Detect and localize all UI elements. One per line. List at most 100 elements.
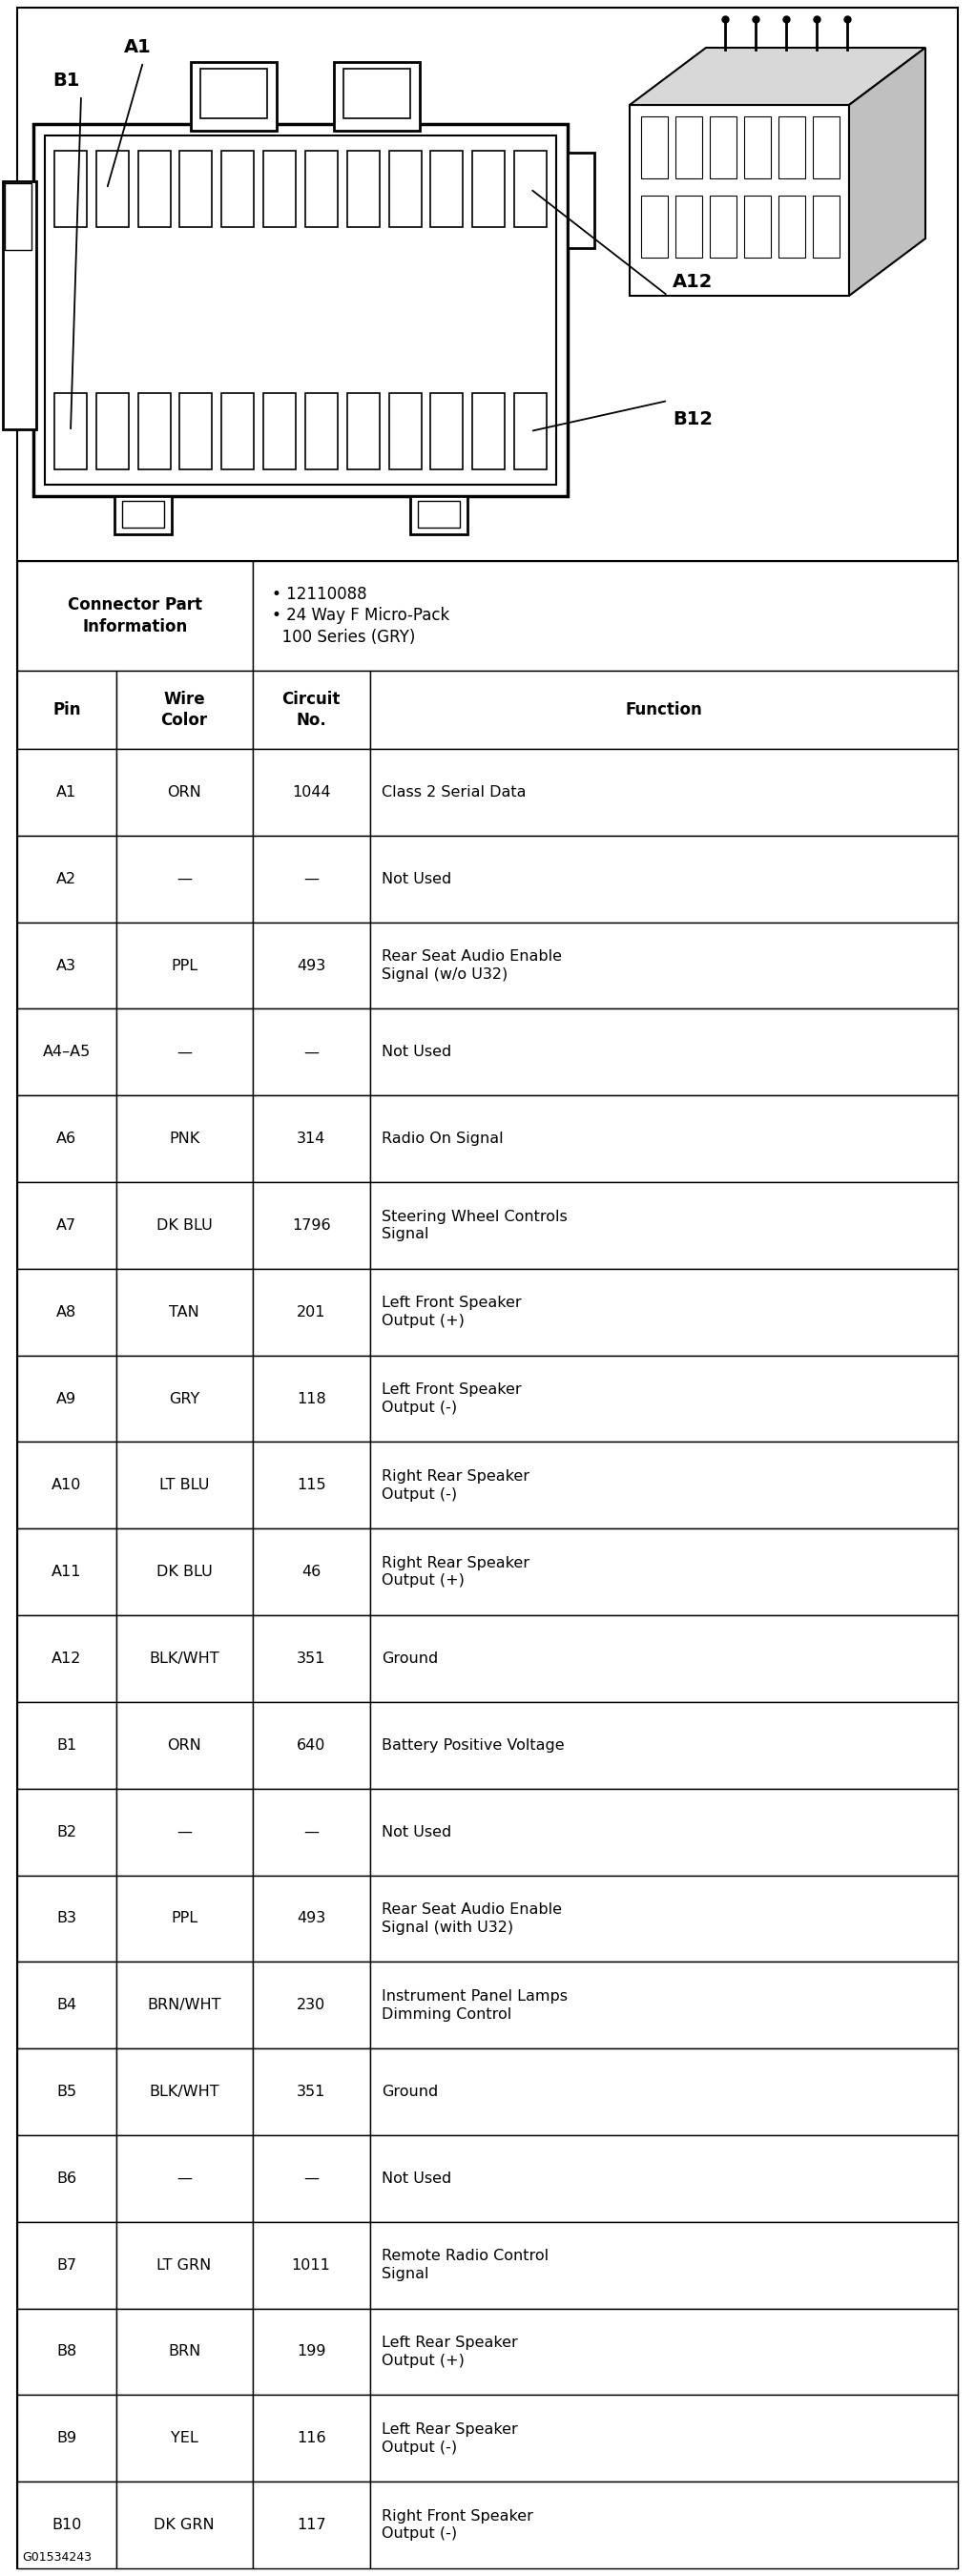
Bar bbox=[253, 1182, 370, 1270]
Text: • 12110088
• 24 Way F Micro-Pack
  100 Series (GRY): • 12110088 • 24 Way F Micro-Pack 100 Ser… bbox=[271, 587, 449, 647]
Bar bbox=[253, 1788, 370, 1875]
Bar bbox=[3, 180, 36, 430]
Bar bbox=[122, 500, 164, 528]
Bar bbox=[370, 670, 957, 750]
Bar bbox=[18, 670, 116, 750]
Bar bbox=[253, 1528, 370, 1615]
Bar bbox=[191, 62, 277, 131]
Bar bbox=[179, 394, 213, 469]
Bar bbox=[676, 196, 702, 258]
Text: A8: A8 bbox=[57, 1306, 77, 1319]
Bar bbox=[18, 1875, 116, 1963]
Bar bbox=[333, 62, 420, 131]
Text: A7: A7 bbox=[57, 1218, 77, 1234]
Bar bbox=[253, 1095, 370, 1182]
Bar bbox=[18, 2048, 116, 2136]
Text: Class 2 Serial Data: Class 2 Serial Data bbox=[381, 786, 526, 799]
Bar bbox=[179, 152, 213, 227]
Bar bbox=[221, 394, 254, 469]
Bar bbox=[778, 116, 805, 178]
Text: B7: B7 bbox=[57, 2259, 77, 2272]
Bar bbox=[642, 196, 668, 258]
Text: B12: B12 bbox=[673, 410, 713, 428]
Bar bbox=[253, 2048, 370, 2136]
Text: Steering Wheel Controls
Signal: Steering Wheel Controls Signal bbox=[381, 1211, 567, 1242]
Bar bbox=[710, 196, 736, 258]
Text: Right Rear Speaker
Output (-): Right Rear Speaker Output (-) bbox=[381, 1468, 529, 1502]
Bar bbox=[97, 394, 129, 469]
Text: A11: A11 bbox=[52, 1564, 82, 1579]
Bar bbox=[116, 1443, 253, 1528]
Bar bbox=[18, 1010, 116, 1095]
Text: Left Front Speaker
Output (-): Left Front Speaker Output (-) bbox=[381, 1383, 522, 1414]
Bar bbox=[116, 1528, 253, 1615]
Bar bbox=[18, 2308, 116, 2396]
Polygon shape bbox=[849, 49, 925, 296]
Text: A1: A1 bbox=[124, 39, 151, 57]
Bar bbox=[253, 2223, 370, 2308]
Bar bbox=[253, 1875, 370, 1963]
Text: 46: 46 bbox=[301, 1564, 321, 1579]
Text: PPL: PPL bbox=[171, 1911, 198, 1927]
Bar bbox=[18, 835, 116, 922]
Text: B6: B6 bbox=[57, 2172, 77, 2184]
Bar bbox=[813, 196, 839, 258]
Text: ORN: ORN bbox=[167, 1739, 201, 1752]
Text: Left Rear Speaker
Output (-): Left Rear Speaker Output (-) bbox=[381, 2421, 518, 2455]
Bar bbox=[116, 1270, 253, 1355]
Text: BRN/WHT: BRN/WHT bbox=[147, 1999, 221, 2012]
Bar bbox=[389, 152, 421, 227]
Text: BLK/WHT: BLK/WHT bbox=[149, 2084, 219, 2099]
Bar bbox=[744, 196, 771, 258]
Text: A12: A12 bbox=[673, 273, 713, 291]
Bar bbox=[116, 1788, 253, 1875]
Text: GRY: GRY bbox=[169, 1391, 200, 1406]
Bar bbox=[116, 2048, 253, 2136]
Bar bbox=[778, 196, 805, 258]
Bar bbox=[18, 2396, 116, 2481]
Bar bbox=[18, 1355, 116, 1443]
Text: B3: B3 bbox=[57, 1911, 77, 1927]
Text: Radio On Signal: Radio On Signal bbox=[381, 1131, 503, 1146]
Bar bbox=[370, 1270, 957, 1355]
Bar bbox=[114, 497, 172, 533]
Bar bbox=[253, 1355, 370, 1443]
Bar bbox=[431, 152, 463, 227]
Bar bbox=[55, 152, 87, 227]
Bar bbox=[370, 1010, 957, 1095]
Text: 1011: 1011 bbox=[292, 2259, 331, 2272]
Bar bbox=[473, 152, 505, 227]
Bar bbox=[18, 1788, 116, 1875]
Bar bbox=[253, 562, 957, 670]
Bar bbox=[45, 137, 556, 484]
Text: Wire
Color: Wire Color bbox=[161, 690, 208, 729]
Bar bbox=[253, 2308, 370, 2396]
Text: Connector Part
Information: Connector Part Information bbox=[67, 598, 202, 636]
Text: Circuit
No.: Circuit No. bbox=[282, 690, 340, 729]
Text: Instrument Panel Lamps
Dimming Control: Instrument Panel Lamps Dimming Control bbox=[381, 1989, 567, 2022]
Text: 116: 116 bbox=[296, 2432, 326, 2445]
Text: 201: 201 bbox=[296, 1306, 326, 1319]
Bar bbox=[431, 394, 463, 469]
Bar bbox=[138, 394, 171, 469]
Text: B2: B2 bbox=[57, 1824, 77, 1839]
Bar bbox=[813, 116, 839, 178]
Bar bbox=[116, 1875, 253, 1963]
Bar bbox=[347, 152, 379, 227]
Bar bbox=[18, 1182, 116, 1270]
Text: ORN: ORN bbox=[167, 786, 201, 799]
Text: 118: 118 bbox=[296, 1391, 326, 1406]
Bar bbox=[567, 152, 595, 247]
Text: 117: 117 bbox=[296, 2517, 326, 2532]
Bar bbox=[514, 152, 547, 227]
Bar bbox=[116, 2223, 253, 2308]
Bar bbox=[370, 1703, 957, 1788]
Text: Battery Positive Voltage: Battery Positive Voltage bbox=[381, 1739, 565, 1752]
Bar bbox=[18, 562, 253, 670]
Text: DK BLU: DK BLU bbox=[156, 1218, 213, 1234]
Bar bbox=[370, 1875, 957, 1963]
Bar bbox=[200, 70, 267, 118]
Text: —: — bbox=[176, 871, 192, 886]
Bar bbox=[33, 124, 567, 497]
Text: —: — bbox=[303, 1046, 319, 1059]
